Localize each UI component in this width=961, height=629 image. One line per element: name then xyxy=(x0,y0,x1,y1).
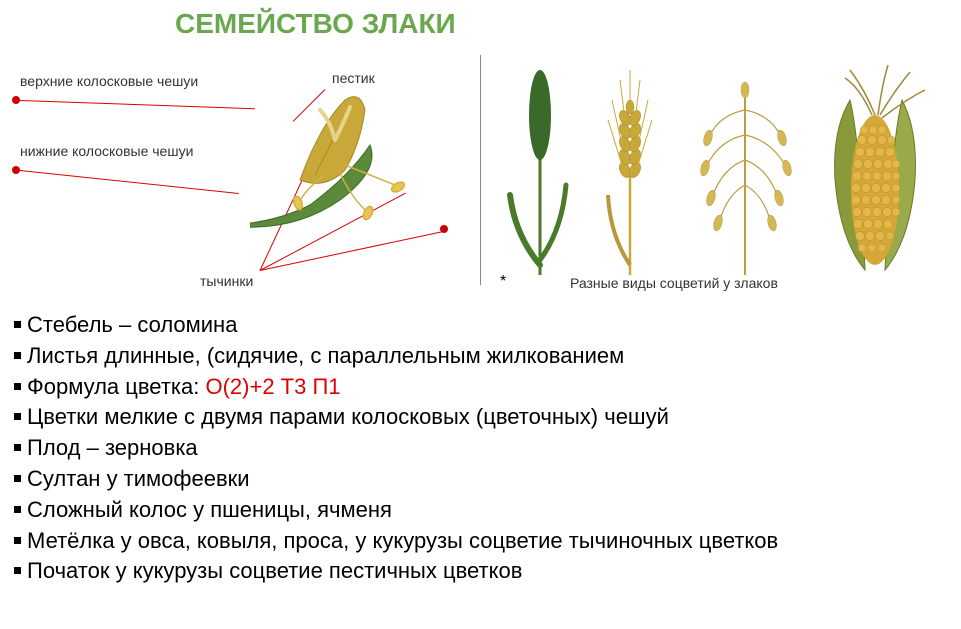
formula-value: О(2)+2 Т3 П1 xyxy=(205,374,340,399)
label-upper-glume: верхние колосковые чешуи xyxy=(20,73,198,89)
bullet-marker xyxy=(14,413,21,420)
bullet-item: Формула цветка: О(2)+2 Т3 П1 xyxy=(14,372,778,403)
slide-title: СЕМЕЙСТВО ЗЛАКИ xyxy=(175,8,456,40)
bullet-text: Початок у кукурузы соцветие пестичных цв… xyxy=(27,556,522,587)
plant-wheat xyxy=(590,65,670,275)
arrow xyxy=(20,100,255,109)
bullet-item: Листья длинные, (сидячие, с параллельным… xyxy=(14,341,778,372)
label-lower-glume: нижние колосковые чешуи xyxy=(20,143,193,159)
plant-timothy xyxy=(500,65,580,275)
bullet-text: Листья длинные, (сидячие, с параллельным… xyxy=(27,341,624,372)
plant-corn xyxy=(810,60,940,275)
bullet-text: Султан у тимофеевки xyxy=(27,464,250,495)
vertical-divider xyxy=(480,55,481,285)
bullet-marker xyxy=(14,537,21,544)
plant-oat xyxy=(685,60,805,275)
bullet-text: Сложный колос у пшеницы, ячменя xyxy=(27,495,392,526)
plants-area xyxy=(500,55,950,305)
arrow xyxy=(20,170,239,194)
flower-diagram: верхние колосковые чешуи пестик нижние к… xyxy=(70,55,470,305)
bullet-text: Стебель – соломина xyxy=(27,310,237,341)
dot xyxy=(12,96,20,104)
bullet-item: Метёлка у овса, ковыля, проса, у кукуруз… xyxy=(14,526,778,557)
label-pistil: пестик xyxy=(332,70,375,86)
dot xyxy=(12,166,20,174)
bullet-marker xyxy=(14,506,21,513)
bullet-marker xyxy=(14,352,21,359)
bullet-marker xyxy=(14,383,21,390)
bullet-marker xyxy=(14,567,21,574)
bullet-item: Султан у тимофеевки xyxy=(14,464,778,495)
bullet-text: Цветки мелкие с двумя парами колосковых … xyxy=(27,402,669,433)
bullet-item: Сложный колос у пшеницы, ячменя xyxy=(14,495,778,526)
bullet-marker xyxy=(14,444,21,451)
formula-prefix: Формула цветка: xyxy=(27,374,205,399)
bullet-marker xyxy=(14,475,21,482)
asterisk: * xyxy=(500,273,506,291)
bullet-text: Плод – зерновка xyxy=(27,433,198,464)
bullet-text: Метёлка у овса, ковыля, проса, у кукуруз… xyxy=(27,526,778,557)
label-stamens: тычинки xyxy=(200,273,253,289)
bullet-item: Початок у кукурузы соцветие пестичных цв… xyxy=(14,556,778,587)
bullet-marker xyxy=(14,321,21,328)
bullet-item: Плод – зерновка xyxy=(14,433,778,464)
plants-caption: Разные виды соцветий у злаков xyxy=(570,275,778,291)
diagram-area: верхние колосковые чешуи пестик нижние к… xyxy=(10,55,950,310)
bullet-text: Формула цветка: О(2)+2 Т3 П1 xyxy=(27,372,341,403)
flower-svg xyxy=(250,85,450,265)
bullet-item: Стебель – соломина xyxy=(14,310,778,341)
bullet-item: Цветки мелкие с двумя парами колосковых … xyxy=(14,402,778,433)
bullet-list: Стебель – соломина Листья длинные, (сидя… xyxy=(14,310,778,587)
